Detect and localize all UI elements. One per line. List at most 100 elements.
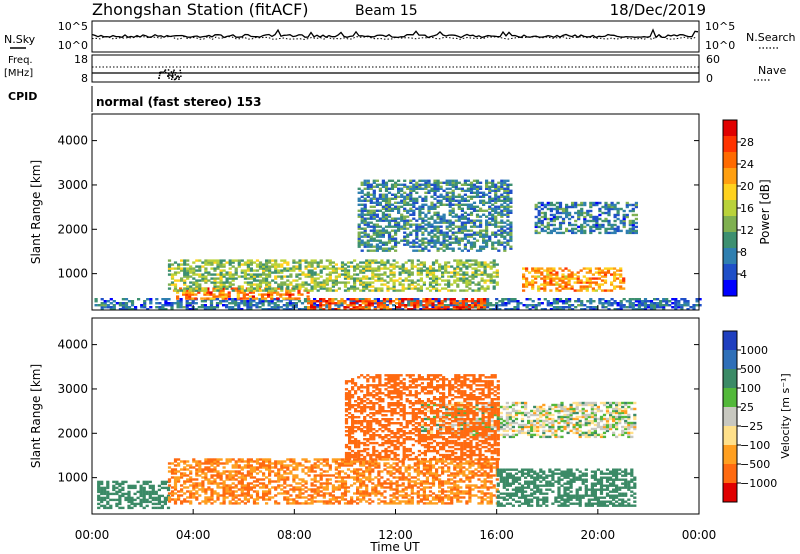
heat-cell [167, 466, 172, 469]
heat-cell [409, 197, 413, 200]
heat-cell [260, 297, 265, 300]
heat-cell [549, 219, 553, 223]
heat-cell [507, 302, 511, 305]
heat-cell [316, 281, 320, 284]
heat-cell [460, 249, 464, 252]
heat-cell [292, 287, 296, 290]
heat-cell [413, 265, 417, 268]
heat-cell [534, 215, 538, 219]
heat-cell [291, 297, 295, 300]
heat-cell [262, 486, 266, 489]
heat-cell [310, 289, 314, 292]
heat-cell [356, 480, 360, 483]
heat-cell [234, 298, 238, 301]
heat-cell [198, 468, 202, 471]
heat-cell [568, 304, 572, 307]
heat-cell [497, 243, 501, 246]
heat-cell [389, 464, 393, 467]
heat-cell [228, 458, 232, 461]
heat-cell [346, 490, 351, 493]
heat-cell [398, 308, 402, 311]
heat-cell [377, 478, 381, 481]
heat-cell [197, 306, 201, 309]
heat-cell [528, 304, 532, 307]
heat-cell [448, 235, 452, 238]
heat-cell [142, 496, 146, 500]
nave-burst-dot [171, 78, 173, 80]
heat-cell [331, 279, 335, 282]
heat-cell [170, 490, 175, 493]
heat-cell [601, 302, 605, 305]
heat-cell [286, 476, 290, 479]
heat-cell [334, 304, 338, 307]
heat-cell [225, 490, 229, 493]
heat-cell [406, 215, 410, 218]
heat-cell [401, 488, 405, 491]
heat-cell [371, 259, 375, 262]
heat-cell [210, 502, 214, 505]
heat-cell [148, 486, 152, 490]
heat-cell [360, 203, 364, 206]
heat-cell [509, 223, 513, 226]
heat-cell [363, 217, 367, 220]
heat-cell [370, 304, 374, 307]
heat-cell [334, 480, 338, 483]
heat-cell [118, 490, 122, 494]
heat-cell [568, 300, 572, 303]
heat-cell [497, 185, 501, 188]
heat-cell [491, 209, 495, 212]
heat-cell [198, 267, 202, 270]
heat-cell [213, 289, 217, 292]
heat-cell [274, 277, 278, 280]
heat-cell [210, 261, 214, 264]
heat-cell [457, 229, 461, 232]
heat-cell [468, 283, 472, 286]
heat-cell [543, 215, 547, 219]
heat-cell [249, 460, 253, 463]
heat-cell [236, 289, 240, 292]
heat-cell [363, 227, 367, 230]
heat-cell [258, 273, 263, 276]
heat-cell [586, 213, 590, 217]
heat-cell [431, 304, 435, 307]
heat-cell [422, 261, 426, 264]
heat-cell [433, 227, 437, 230]
heat-cell [183, 472, 187, 475]
heat-cell [403, 191, 407, 194]
heat-cell [358, 308, 362, 311]
heat-cell [576, 271, 580, 274]
heat-cell [389, 494, 393, 497]
heat-cell [291, 306, 295, 309]
heat-cell [561, 281, 565, 284]
heat-cell [469, 233, 474, 236]
heat-cell [448, 223, 452, 226]
heat-cell [368, 494, 372, 497]
heat-cell [568, 306, 572, 309]
heat-cell [372, 249, 376, 252]
heat-cell [424, 203, 428, 206]
heat-cell [558, 223, 563, 227]
heat-cell [383, 261, 387, 264]
heat-cell [203, 291, 207, 294]
heat-cell [425, 302, 429, 305]
heat-cell [170, 470, 175, 473]
heat-cell [525, 298, 529, 301]
heat-cell [509, 211, 513, 214]
heat-cell [207, 498, 211, 501]
heat-cell [680, 298, 684, 301]
heat-cell [280, 468, 284, 471]
heat-cell [390, 235, 395, 238]
heat-cell [425, 273, 429, 276]
heat-cell [375, 225, 379, 228]
heat-cell [643, 304, 648, 307]
heat-cell [400, 227, 404, 230]
heat-cell [331, 458, 335, 461]
heat-cell [286, 458, 290, 461]
heat-cell [631, 306, 635, 309]
heat-cell [183, 279, 187, 282]
heat-cell [600, 275, 605, 278]
heat-cell [262, 267, 266, 270]
heat-cell [115, 302, 119, 305]
heat-cell [331, 271, 335, 274]
heat-cell [390, 219, 395, 222]
